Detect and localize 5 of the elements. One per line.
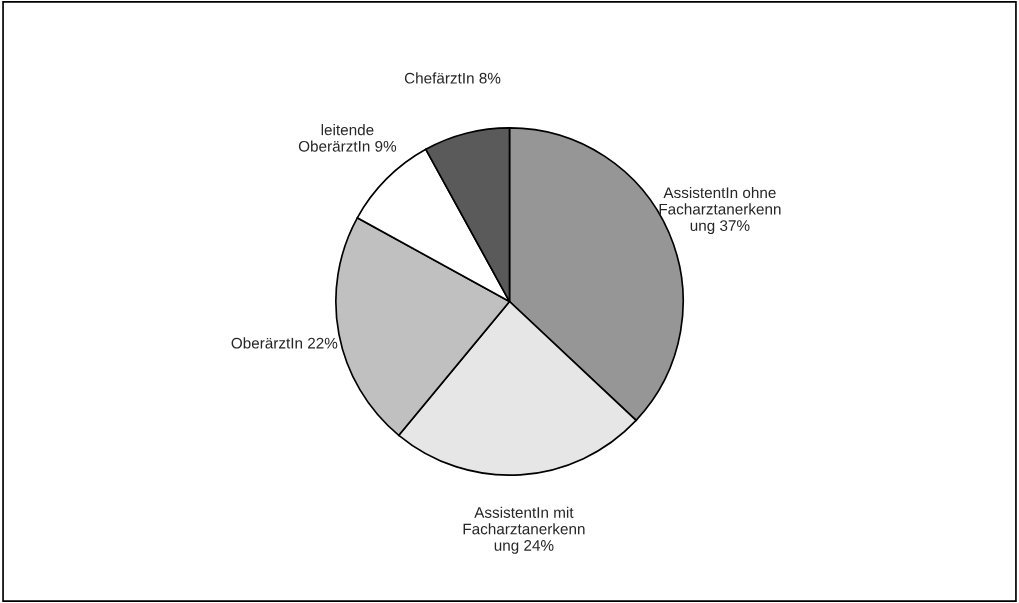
slice-label: OberärztIn 22% xyxy=(231,337,338,349)
slice-label: leitende OberärztIn 9% xyxy=(298,124,397,152)
slice-label: AssistentIn mit Facharztanerkenn ung 24% xyxy=(463,506,585,554)
slice-label: ChefärztIn 8% xyxy=(404,72,501,84)
slice-label: AssistentIn ohne Facharztanerkenn ung 37% xyxy=(659,186,781,235)
